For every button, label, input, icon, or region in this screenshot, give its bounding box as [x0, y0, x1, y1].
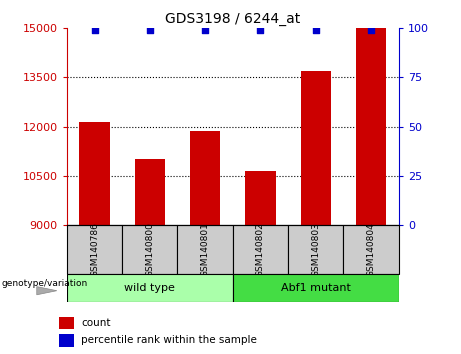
FancyBboxPatch shape — [288, 225, 343, 274]
Bar — [135, 159, 165, 225]
Bar — [79, 122, 110, 225]
Point — [201, 28, 209, 33]
Bar — [190, 131, 220, 225]
Bar — [356, 28, 386, 225]
Text: genotype/variation: genotype/variation — [1, 279, 88, 289]
Text: GSM140802: GSM140802 — [256, 222, 265, 277]
Text: count: count — [81, 318, 111, 328]
FancyBboxPatch shape — [343, 225, 399, 274]
FancyBboxPatch shape — [67, 225, 122, 274]
Title: GDS3198 / 6244_at: GDS3198 / 6244_at — [165, 12, 301, 26]
Bar — [59, 316, 74, 329]
FancyBboxPatch shape — [122, 225, 177, 274]
Text: GSM140800: GSM140800 — [145, 222, 154, 277]
Bar — [59, 334, 74, 347]
Point — [146, 28, 154, 33]
Text: Abf1 mutant: Abf1 mutant — [281, 283, 351, 293]
Text: percentile rank within the sample: percentile rank within the sample — [81, 335, 257, 346]
Point — [257, 28, 264, 33]
Text: GSM140786: GSM140786 — [90, 222, 99, 277]
Bar — [301, 71, 331, 225]
Point — [367, 28, 375, 33]
Text: GSM140803: GSM140803 — [311, 222, 320, 277]
Text: GSM140801: GSM140801 — [201, 222, 210, 277]
Bar — [245, 171, 276, 225]
FancyBboxPatch shape — [233, 225, 288, 274]
Point — [312, 28, 319, 33]
FancyBboxPatch shape — [67, 274, 233, 302]
FancyBboxPatch shape — [233, 274, 399, 302]
Polygon shape — [37, 287, 57, 295]
FancyBboxPatch shape — [177, 225, 233, 274]
Text: wild type: wild type — [124, 283, 175, 293]
Point — [91, 28, 98, 33]
Text: GSM140804: GSM140804 — [366, 222, 376, 277]
